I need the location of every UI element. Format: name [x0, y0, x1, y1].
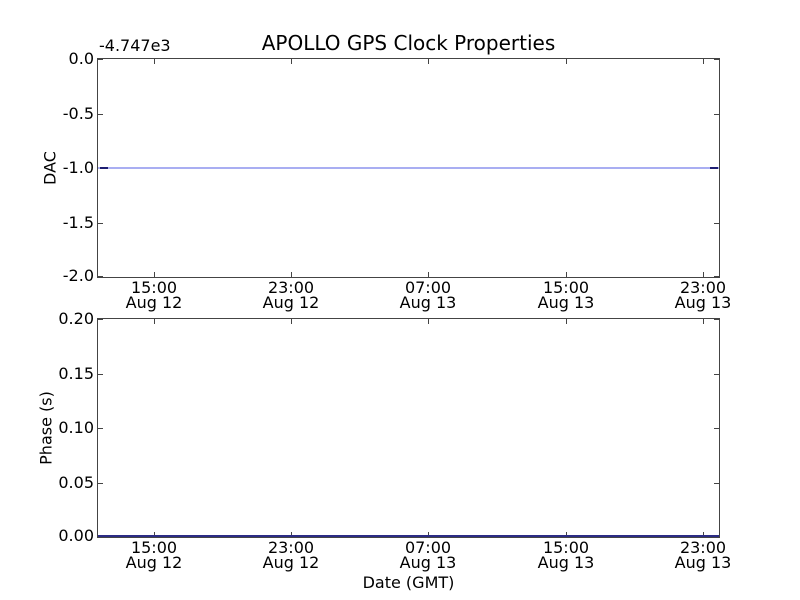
x-tick-mark-bottom — [566, 532, 567, 537]
y-axis-label-phase: Phase (s) — [36, 391, 56, 465]
x-tick-label: 15:00 Aug 13 — [537, 538, 595, 572]
chart-title: APOLLO GPS Clock Properties — [261, 31, 556, 55]
x-tick-mark-top — [154, 319, 155, 324]
y-axis-label-dac: DAC — [40, 151, 60, 185]
y-axis-offset-text: -4.747e3 — [99, 36, 171, 55]
y-tick-mark-left — [98, 483, 103, 484]
x-tick-time: 07:00 — [404, 278, 452, 297]
x-tick-mark-top — [566, 59, 567, 64]
y-tick-label: -1.5 — [62, 213, 94, 232]
y-tick-mark-right — [714, 374, 719, 375]
x-tick-date: Aug 13 — [674, 553, 732, 572]
y-tick-mark-right — [714, 319, 719, 320]
x-tick-time: 23:00 — [679, 278, 727, 297]
x-tick-label: 15:00 Aug 12 — [125, 278, 183, 312]
y-tick-label: -2.0 — [62, 266, 94, 285]
x-tick-label: 23:00 Aug 12 — [262, 278, 320, 312]
data-line — [98, 535, 719, 537]
x-tick-label: 23:00 Aug 13 — [674, 538, 732, 572]
x-tick-label: 15:00 Aug 12 — [125, 538, 183, 572]
y-tick-label: 0.00 — [58, 526, 94, 545]
x-tick-mark-top — [703, 59, 704, 64]
y-tick-label: 0.15 — [58, 364, 94, 383]
y-tick-mark-left — [98, 223, 103, 224]
x-tick-time: 15:00 — [542, 538, 590, 557]
x-tick-mark-top — [566, 319, 567, 324]
y-tick-mark-right — [714, 483, 719, 484]
y-tick-mark-right — [714, 428, 719, 429]
x-tick-mark-top — [428, 59, 429, 64]
x-tick-date: Aug 13 — [537, 293, 595, 312]
x-tick-mark-bottom — [154, 532, 155, 537]
x-tick-time: 23:00 — [267, 538, 315, 557]
y-tick-label: -1.0 — [62, 158, 94, 177]
y-tick-label: 0.0 — [68, 49, 94, 68]
x-tick-mark-bottom — [154, 272, 155, 277]
x-tick-mark-top — [154, 59, 155, 64]
x-tick-label: 23:00 Aug 13 — [674, 278, 732, 312]
y-tick-label: 0.05 — [58, 473, 94, 492]
x-tick-mark-bottom — [291, 272, 292, 277]
y-tick-mark-left — [98, 276, 103, 277]
x-tick-label: 07:00 Aug 13 — [399, 538, 457, 572]
y-tick-mark-right — [714, 59, 719, 60]
x-tick-date: Aug 12 — [125, 293, 183, 312]
x-tick-mark-top — [291, 59, 292, 64]
x-tick-mark-top — [428, 319, 429, 324]
y-tick-mark-right — [714, 276, 719, 277]
x-tick-time: 15:00 — [542, 278, 590, 297]
x-tick-time: 15:00 — [130, 538, 178, 557]
y-tick-mark-left — [98, 374, 103, 375]
x-tick-label: 07:00 Aug 13 — [399, 278, 457, 312]
x-tick-date: Aug 13 — [674, 293, 732, 312]
x-tick-mark-bottom — [703, 272, 704, 277]
y-tick-mark-left — [98, 114, 103, 115]
data-line — [98, 167, 719, 169]
y-tick-label: -0.5 — [62, 104, 94, 123]
x-tick-date: Aug 12 — [125, 553, 183, 572]
x-tick-mark-bottom — [428, 532, 429, 537]
data-line-edge — [710, 167, 718, 169]
x-tick-mark-bottom — [428, 272, 429, 277]
x-tick-mark-bottom — [566, 272, 567, 277]
y-tick-mark-left — [98, 59, 103, 60]
x-tick-date: Aug 13 — [537, 553, 595, 572]
x-tick-mark-bottom — [291, 532, 292, 537]
x-tick-date: Aug 13 — [399, 293, 457, 312]
dac-plot-area: 15:00 Aug 12 23:00 Aug 12 07:00 Aug 13 15:00 Au… — [63, 51, 732, 311]
x-tick-date: Aug 12 — [262, 293, 320, 312]
data-line-edge — [100, 167, 108, 169]
x-tick-label: 15:00 Aug 13 — [537, 278, 595, 312]
y-tick-mark-right — [714, 223, 719, 224]
y-tick-mark-left — [98, 428, 103, 429]
x-tick-mark-top — [291, 319, 292, 324]
x-tick-date: Aug 13 — [399, 553, 457, 572]
phase-plot-area: 15:00 Aug 12 23:00 Aug 12 07:00 Aug 13 15:00 Au… — [58, 311, 731, 571]
x-tick-mark-bottom — [703, 532, 704, 537]
x-tick-time: 23:00 — [679, 538, 727, 557]
y-tick-label: 0.10 — [58, 418, 94, 437]
x-axis-label: Date (GMT) — [362, 573, 455, 592]
x-tick-label: 23:00 Aug 12 — [262, 538, 320, 572]
y-tick-label: 0.20 — [58, 309, 94, 328]
x-tick-time: 23:00 — [267, 278, 315, 297]
y-tick-mark-left — [98, 319, 103, 320]
y-tick-mark-right — [714, 114, 719, 115]
x-tick-mark-top — [703, 319, 704, 324]
x-tick-time: 15:00 — [130, 278, 178, 297]
x-tick-date: Aug 12 — [262, 553, 320, 572]
x-tick-time: 07:00 — [404, 538, 452, 557]
